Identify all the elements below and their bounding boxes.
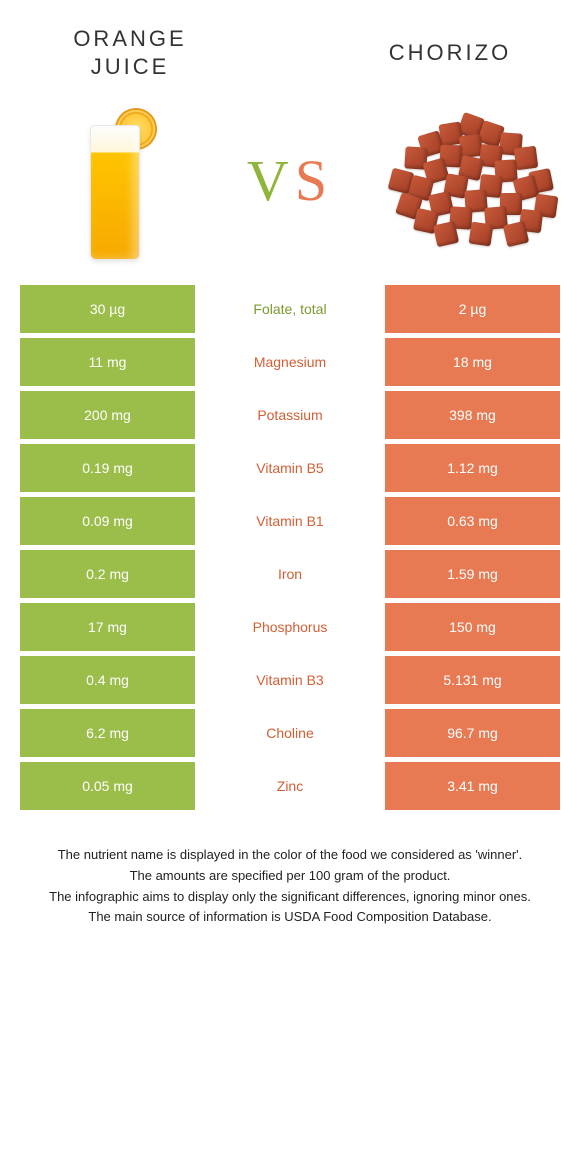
- table-row: 0.2 mgIron1.59 mg: [20, 550, 560, 598]
- right-value: 2 µg: [385, 285, 560, 333]
- footer-line: The nutrient name is displayed in the co…: [30, 845, 550, 866]
- footer-notes: The nutrient name is displayed in the co…: [0, 815, 580, 928]
- right-value: 1.59 mg: [385, 550, 560, 598]
- title-left: ORANGE JUICE: [40, 25, 220, 80]
- left-value: 6.2 mg: [20, 709, 195, 757]
- table-row: 0.05 mgZinc3.41 mg: [20, 762, 560, 810]
- left-value: 200 mg: [20, 391, 195, 439]
- table-row: 0.09 mgVitamin B10.63 mg: [20, 497, 560, 545]
- left-value: 17 mg: [20, 603, 195, 651]
- table-row: 200 mgPotassium398 mg: [20, 391, 560, 439]
- nutrient-label: Vitamin B5: [195, 444, 385, 492]
- header: ORANGE JUICE CHORIZO: [0, 0, 580, 90]
- nutrient-label: Folate, total: [195, 285, 385, 333]
- nutrient-label: Potassium: [195, 391, 385, 439]
- table-row: 6.2 mgCholine96.7 mg: [20, 709, 560, 757]
- right-value: 398 mg: [385, 391, 560, 439]
- left-value: 0.4 mg: [20, 656, 195, 704]
- right-value: 96.7 mg: [385, 709, 560, 757]
- table-row: 30 µgFolate, total2 µg: [20, 285, 560, 333]
- table-row: 11 mgMagnesium18 mg: [20, 338, 560, 386]
- footer-line: The amounts are specified per 100 gram o…: [30, 866, 550, 887]
- vs-s: S: [295, 148, 333, 213]
- nutrient-label: Phosphorus: [195, 603, 385, 651]
- nutrient-table: 30 µgFolate, total2 µg 11 mgMagnesium18 m…: [0, 285, 580, 810]
- images-row: VS: [0, 90, 580, 285]
- nutrient-label: Vitamin B1: [195, 497, 385, 545]
- table-row: 17 mgPhosphorus150 mg: [20, 603, 560, 651]
- chorizo-image: [390, 95, 540, 265]
- nutrient-label: Iron: [195, 550, 385, 598]
- left-value: 0.05 mg: [20, 762, 195, 810]
- table-row: 0.19 mgVitamin B51.12 mg: [20, 444, 560, 492]
- nutrient-label: Vitamin B3: [195, 656, 385, 704]
- table-row: 0.4 mgVitamin B35.131 mg: [20, 656, 560, 704]
- right-value: 5.131 mg: [385, 656, 560, 704]
- footer-line: The infographic aims to display only the…: [30, 887, 550, 908]
- orange-juice-image: [40, 95, 190, 265]
- right-value: 18 mg: [385, 338, 560, 386]
- left-value: 0.2 mg: [20, 550, 195, 598]
- footer-line: The main source of information is USDA F…: [30, 907, 550, 928]
- title-right: CHORIZO: [360, 39, 540, 67]
- right-value: 0.63 mg: [385, 497, 560, 545]
- right-value: 3.41 mg: [385, 762, 560, 810]
- right-value: 150 mg: [385, 603, 560, 651]
- nutrient-label: Choline: [195, 709, 385, 757]
- left-value: 0.09 mg: [20, 497, 195, 545]
- vs-label: VS: [247, 147, 333, 214]
- left-value: 30 µg: [20, 285, 195, 333]
- left-value: 0.19 mg: [20, 444, 195, 492]
- vs-v: V: [247, 148, 295, 213]
- nutrient-label: Magnesium: [195, 338, 385, 386]
- right-value: 1.12 mg: [385, 444, 560, 492]
- left-value: 11 mg: [20, 338, 195, 386]
- nutrient-label: Zinc: [195, 762, 385, 810]
